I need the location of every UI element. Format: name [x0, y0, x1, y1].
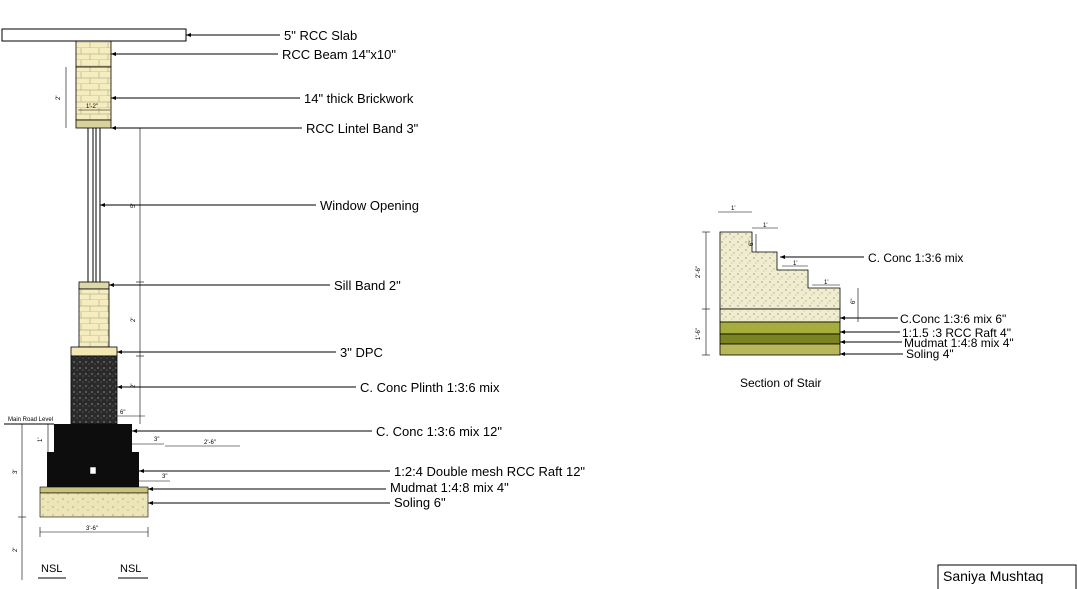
stair-leaders [780, 255, 903, 356]
plinth [70, 355, 118, 425]
label-raft: 1:2:4 Double mesh RCC Raft 12" [394, 464, 585, 479]
stair-label-raft: 1:1.5 :3 RCC Raft 4" [902, 326, 1011, 340]
wall-section: Main Road Level [1, 28, 585, 580]
author-name: Saniya Mushtaq [943, 568, 1043, 584]
dim-3in-a: 3" [154, 437, 159, 443]
cconc-12 [54, 424, 132, 452]
rcc-slab [1, 28, 187, 42]
road-level-label: Main Road Level [8, 417, 53, 423]
dim-6in: 6" [120, 410, 125, 416]
dim-1ft: 1' [38, 438, 44, 442]
lintel-band [75, 119, 112, 129]
dpc [70, 346, 118, 357]
stair-dim-tread1: 1' [763, 223, 767, 229]
label-sill: Sill Band 2" [334, 278, 401, 293]
stair-label-cconc: C. Conc 1:3:6 mix [868, 251, 963, 265]
stair-mudmat [719, 333, 841, 345]
label-slab: 5" RCC Slab [284, 28, 357, 43]
stair-dim-top: 1' [731, 206, 735, 212]
dim-2ft6: 2'-6" [204, 440, 216, 446]
label-soling: Soling 6" [394, 495, 446, 510]
stair-raft [719, 321, 841, 335]
label-plinth: C. Conc Plinth 1:3:6 mix [360, 380, 500, 395]
nsl-left: NSL [41, 563, 62, 575]
stair-soling [719, 343, 841, 356]
stair-label-cconc6: C.Conc 1:3:6 mix 6" [900, 312, 1006, 326]
label-cconc12: C. Conc 1:3:6 mix 12" [376, 424, 502, 439]
stair-dim-lower: 1'-6" [696, 328, 702, 340]
label-window: Window Opening [320, 198, 419, 213]
stair-cconc6 [719, 308, 841, 323]
stair-label-mudmat: Mudmat 1:4:8 mix 4" [904, 336, 1014, 350]
label-brickwork: 14" thick Brickwork [304, 91, 414, 106]
dim-window: 5' [131, 204, 137, 208]
mudmat [39, 486, 149, 494]
dim-1ft2: 1'-2" [86, 104, 98, 110]
dim-3ft6: 3'-6" [86, 526, 98, 532]
label-lintel: RCC Lintel Band 3" [306, 121, 419, 136]
dim-3in-b: 3" [162, 474, 167, 480]
label-beam: RCC Beam 14"x10" [282, 47, 396, 62]
stair-dim-riser: 6" [749, 241, 755, 246]
stair-dim-riser-right: 6" [851, 299, 857, 304]
window-opening [87, 128, 101, 282]
label-dpc: 3" DPC [340, 345, 383, 360]
stair-caption: Section of Stair [740, 376, 821, 390]
brickwork [75, 66, 112, 121]
stair-dim-tread2: 1' [793, 261, 797, 267]
stair-dim-tread3: 1' [824, 280, 828, 286]
dim-2ft-plinth: 2' [131, 384, 137, 388]
wall-leaders [100, 33, 390, 505]
title-block: Saniya Mushtaq [937, 564, 1077, 589]
stair-dim-upper: 2'-6" [696, 266, 702, 278]
stair-concrete [719, 231, 841, 310]
rcc-beam [75, 40, 112, 68]
nsl-right: NSL [120, 563, 141, 575]
dim-2ft-bottom: 2' [13, 548, 19, 552]
soling [39, 492, 149, 518]
dim-3ft: 3' [13, 470, 19, 474]
stair-label-soling: Soling 4" [906, 347, 954, 361]
dim-2ft-sill: 2' [131, 318, 137, 322]
dim-2ft-top: 2' [56, 96, 62, 100]
raft-marker [89, 466, 97, 475]
label-mudmat: Mudmat 1:4:8 mix 4" [390, 480, 509, 495]
stair-section: 1' 1' 1' 1' 6" 6" 2'-6" 1'-6" C. Conc 1:… [696, 206, 1014, 390]
wall-dimensions [18, 67, 240, 580]
sill-band [78, 281, 110, 290]
lower-brickwork [78, 288, 110, 348]
